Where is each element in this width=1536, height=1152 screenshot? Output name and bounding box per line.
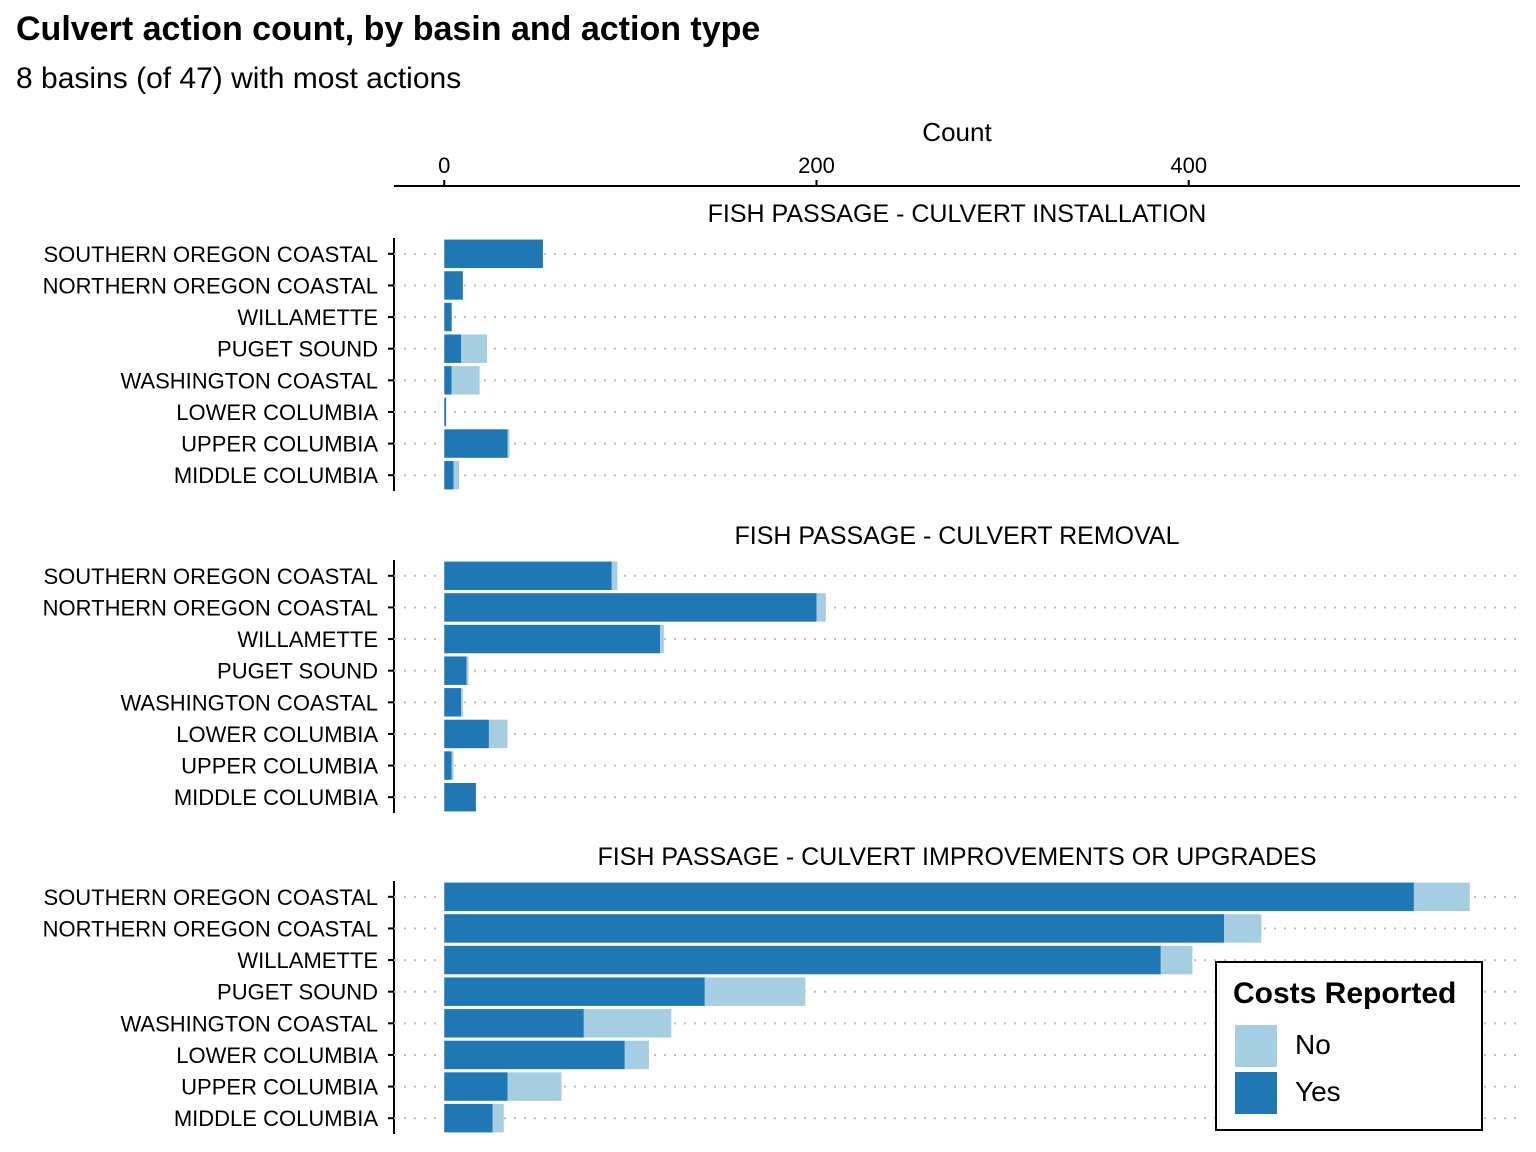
y-tick-label-northern-oregon-coastal: NORTHERN OREGON COASTAL bbox=[43, 595, 378, 620]
bar-yes-upper-columbia bbox=[444, 429, 508, 458]
y-tick-label-willamette: WILLAMETTE bbox=[237, 305, 378, 330]
bar-yes-puget-sound bbox=[444, 334, 462, 363]
x-axis-title: Count bbox=[922, 117, 992, 147]
bar-no-washington-coastal bbox=[583, 1009, 672, 1038]
bar-no-southern-oregon-coastal bbox=[611, 561, 618, 591]
bar-yes-lower-columbia bbox=[444, 397, 447, 427]
bar-yes-middle-columbia bbox=[444, 782, 476, 812]
bar-yes-upper-columbia bbox=[444, 751, 452, 780]
bar-no-willamette bbox=[660, 624, 664, 654]
bar-no-puget-sound bbox=[461, 334, 488, 363]
panel-label-3: FISH PASSAGE - CULVERT IMPROVEMENTS OR U… bbox=[597, 843, 1316, 871]
y-tick-label-willamette: WILLAMETTE bbox=[237, 627, 378, 652]
x-tick-label-0: 0 bbox=[438, 153, 450, 178]
bar-yes-willamette bbox=[444, 302, 452, 332]
y-tick-label-puget-sound: PUGET SOUND bbox=[217, 337, 378, 362]
y-tick-label-lower-columbia: LOWER COLUMBIA bbox=[176, 400, 378, 425]
bar-yes-upper-columbia bbox=[444, 1072, 508, 1101]
panel-label-2: FISH PASSAGE - CULVERT REMOVAL bbox=[734, 522, 1179, 550]
bar-no-puget-sound bbox=[704, 977, 806, 1006]
bar-yes-northern-oregon-coastal bbox=[444, 271, 463, 300]
chart-subtitle: 8 basins (of 47) with most actions bbox=[16, 62, 462, 95]
bar-no-upper-columbia bbox=[451, 751, 454, 780]
legend-title: Costs Reported bbox=[1233, 977, 1457, 1010]
legend-label-no: No bbox=[1295, 1029, 1331, 1060]
x-tick-label-200: 200 bbox=[798, 153, 835, 178]
bar-yes-southern-oregon-coastal bbox=[444, 882, 1414, 912]
y-tick-label-washington-coastal: WASHINGTON COASTAL bbox=[120, 690, 378, 715]
y-tick-label-puget-sound: PUGET SOUND bbox=[217, 980, 378, 1005]
y-tick-label-willamette: WILLAMETTE bbox=[237, 948, 378, 973]
bar-yes-puget-sound bbox=[444, 977, 705, 1006]
bar-yes-lower-columbia bbox=[444, 719, 489, 749]
bar-no-lower-columbia bbox=[488, 719, 508, 749]
y-tick-label-middle-columbia: MIDDLE COLUMBIA bbox=[174, 785, 378, 810]
bar-yes-washington-coastal bbox=[444, 1009, 584, 1038]
bar-yes-northern-oregon-coastal bbox=[444, 914, 1225, 943]
bar-no-upper-columbia bbox=[507, 429, 510, 458]
legend: Costs Reported No Yes bbox=[1215, 961, 1483, 1131]
bar-no-willamette bbox=[1160, 945, 1193, 975]
bar-yes-puget-sound bbox=[444, 656, 467, 685]
y-tick-label-southern-oregon-coastal: SOUTHERN OREGON COASTAL bbox=[43, 242, 378, 267]
bar-yes-southern-oregon-coastal bbox=[444, 239, 543, 269]
bar-no-washington-coastal bbox=[451, 366, 480, 395]
bar-yes-willamette bbox=[444, 624, 661, 654]
bar-yes-middle-columbia bbox=[444, 460, 454, 490]
bar-yes-middle-columbia bbox=[444, 1103, 493, 1133]
bar-yes-washington-coastal bbox=[444, 366, 452, 395]
y-tick-label-northern-oregon-coastal: NORTHERN OREGON COASTAL bbox=[43, 916, 378, 941]
y-tick-label-middle-columbia: MIDDLE COLUMBIA bbox=[174, 1106, 378, 1131]
bar-no-northern-oregon-coastal bbox=[1224, 914, 1262, 943]
panel-label-1: FISH PASSAGE - CULVERT INSTALLATION bbox=[708, 200, 1207, 228]
y-tick-label-lower-columbia: LOWER COLUMBIA bbox=[176, 722, 378, 747]
y-tick-label-middle-columbia: MIDDLE COLUMBIA bbox=[174, 463, 378, 488]
bar-no-washington-coastal bbox=[461, 688, 463, 717]
y-tick-label-puget-sound: PUGET SOUND bbox=[217, 659, 378, 684]
bar-no-middle-columbia bbox=[492, 1103, 504, 1133]
bar-no-puget-sound bbox=[466, 656, 469, 685]
y-tick-label-washington-coastal: WASHINGTON COASTAL bbox=[120, 1011, 378, 1036]
y-tick-label-upper-columbia: UPPER COLUMBIA bbox=[181, 432, 378, 457]
bar-yes-lower-columbia bbox=[444, 1040, 625, 1070]
y-tick-label-washington-coastal: WASHINGTON COASTAL bbox=[120, 368, 378, 393]
legend-swatch-yes bbox=[1235, 1072, 1277, 1114]
y-tick-label-upper-columbia: UPPER COLUMBIA bbox=[181, 1075, 378, 1100]
bar-no-upper-columbia bbox=[507, 1072, 562, 1101]
y-tick-label-southern-oregon-coastal: SOUTHERN OREGON COASTAL bbox=[43, 885, 378, 910]
bar-yes-willamette bbox=[444, 945, 1161, 975]
bar-no-middle-columbia bbox=[453, 460, 460, 490]
y-tick-label-lower-columbia: LOWER COLUMBIA bbox=[176, 1043, 378, 1068]
x-tick-label-400: 400 bbox=[1170, 153, 1207, 178]
bar-no-northern-oregon-coastal bbox=[816, 593, 826, 622]
bar-yes-washington-coastal bbox=[444, 688, 462, 717]
bar-yes-southern-oregon-coastal bbox=[444, 561, 612, 591]
bar-no-southern-oregon-coastal bbox=[1413, 882, 1470, 912]
bar-yes-northern-oregon-coastal bbox=[444, 593, 817, 622]
y-tick-label-upper-columbia: UPPER COLUMBIA bbox=[181, 754, 378, 779]
legend-label-yes: Yes bbox=[1295, 1076, 1341, 1107]
y-tick-label-southern-oregon-coastal: SOUTHERN OREGON COASTAL bbox=[43, 564, 378, 589]
bar-no-lower-columbia bbox=[624, 1040, 649, 1070]
chart-title: Culvert action count, by basin and actio… bbox=[16, 10, 761, 48]
legend-swatch-no bbox=[1235, 1025, 1277, 1067]
y-tick-label-northern-oregon-coastal: NORTHERN OREGON COASTAL bbox=[43, 273, 378, 298]
